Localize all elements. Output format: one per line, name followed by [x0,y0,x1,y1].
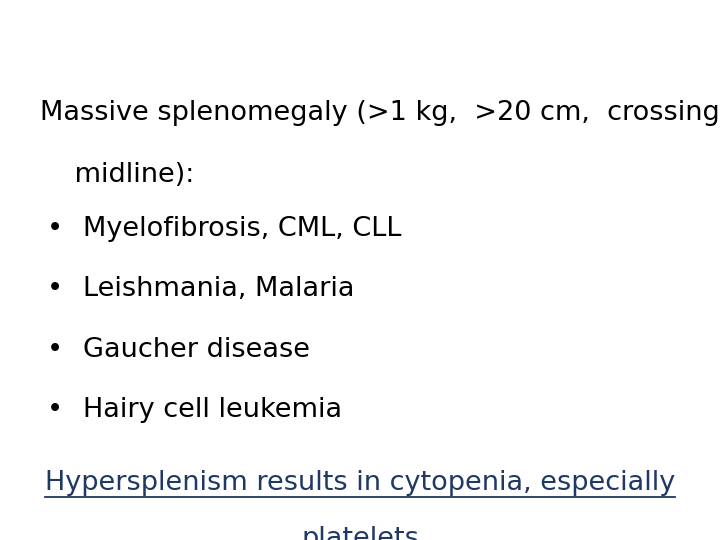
Text: •: • [47,276,63,302]
Text: Myelofibrosis, CML, CLL: Myelofibrosis, CML, CLL [83,216,401,242]
Text: Hairy cell leukemia: Hairy cell leukemia [83,397,342,423]
Text: midline):: midline): [40,162,194,188]
Text: •: • [47,397,63,423]
Text: Gaucher disease: Gaucher disease [83,337,310,363]
Text: platelets: platelets [301,526,419,540]
Text: •: • [47,337,63,363]
Text: Massive splenomegaly (>1 kg,  >20 cm,  crossing: Massive splenomegaly (>1 kg, >20 cm, cro… [40,100,719,126]
Text: •: • [47,216,63,242]
Text: Hypersplenism results in cytopenia, especially: Hypersplenism results in cytopenia, espe… [45,470,675,496]
Text: Leishmania, Malaria: Leishmania, Malaria [83,276,354,302]
